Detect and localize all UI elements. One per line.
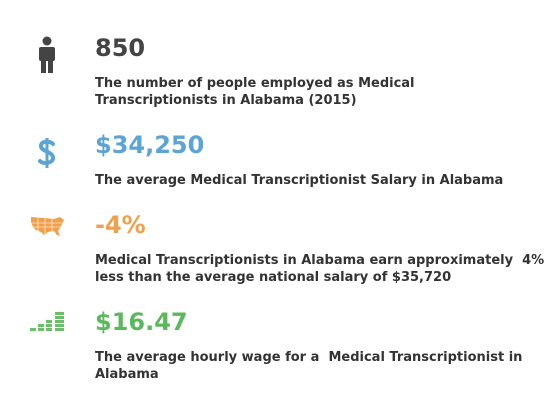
dollar-icon [38,138,56,168]
person-icon [39,36,55,73]
usa-map-icon [31,217,64,236]
stat-value: 850 [95,34,146,62]
stat-description: The number of people employed as Medical [95,76,415,91]
stat-description: Medical Transcriptionists in Alabama ear… [95,253,545,268]
stat-description: The average Medical Transcriptionist Sal… [95,173,504,188]
stat-value: $34,250 [95,131,205,159]
stat-description: The average hourly wage for a Medical Tr… [95,350,523,365]
stat-description: less than the average national salary of… [95,270,452,285]
stat-value: $16.47 [95,308,188,336]
stat-description: Transcriptionists in Alabama (2015) [95,93,357,108]
stat-value: -4% [95,211,146,239]
coins-icon [30,312,64,331]
stat-description: Alabama [95,367,159,382]
